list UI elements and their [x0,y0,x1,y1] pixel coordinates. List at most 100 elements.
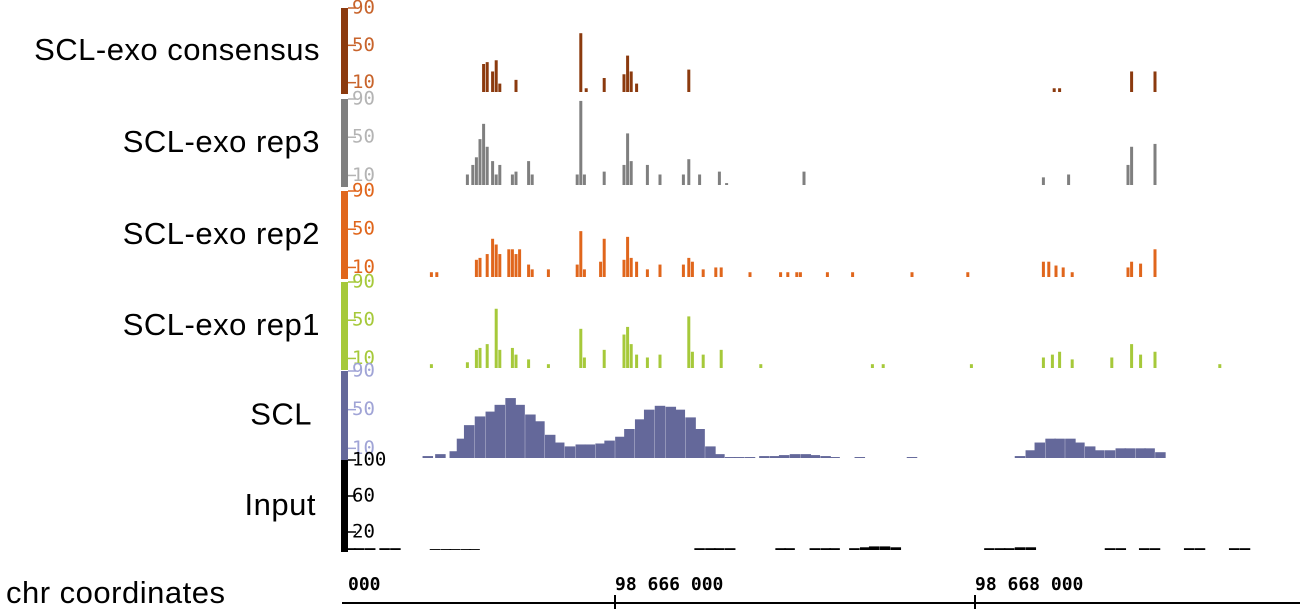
track-label: SCL-exo rep3 [123,124,320,159]
bar [579,231,583,277]
bar [694,429,705,458]
bar [809,548,821,550]
bar [485,344,489,368]
bar [719,267,723,277]
x-ticks: 000 98 666 000 98 668 000 [348,574,1083,609]
bar [498,349,502,368]
y-tick-label: 50 [352,218,375,240]
bar [769,456,781,458]
bar [579,100,583,185]
bar [759,456,770,458]
y-tick-label: 10 [352,71,375,93]
bar [1144,448,1155,458]
bar [910,272,914,277]
bar [645,164,649,185]
bar [354,548,365,550]
bar [1058,351,1062,368]
bar [518,249,522,277]
bar [527,161,531,185]
bar [906,457,918,458]
track-label: SCL-exo consensus [34,32,320,67]
bar [1050,354,1054,368]
bar [514,254,518,277]
bar [744,457,756,458]
bar [1130,261,1134,277]
bar [530,174,534,185]
bar [879,546,891,550]
bar [364,548,376,550]
bar [1065,438,1076,458]
bar [634,419,646,458]
bar [635,83,639,92]
bar [784,548,795,550]
bar [1041,357,1045,368]
bar [510,347,514,368]
bar [629,344,633,368]
bar [820,548,831,550]
bar [1084,446,1096,458]
bar [435,454,446,458]
bar [429,364,433,368]
bar [527,359,531,368]
bar [724,457,736,458]
bar [658,264,662,277]
y-tick-label: 50 [352,34,375,56]
y-tick-label: 10 [352,347,375,369]
bar [714,267,718,277]
bar [449,549,461,550]
bar [645,269,649,277]
bar [1093,450,1105,458]
bar [579,328,583,368]
bar [1067,174,1071,185]
bar [1149,548,1161,550]
y-tick-label: 10 [352,164,375,186]
bar [645,357,649,368]
bar [1061,267,1065,277]
bar [629,257,633,277]
bar [643,409,655,458]
bar [694,548,705,550]
bar [825,272,829,277]
bar [635,354,639,368]
bar [498,83,502,92]
bar [778,455,790,458]
bar [440,549,452,550]
bar [478,139,482,185]
bar [435,272,439,277]
bar [527,264,531,277]
bar [626,236,630,277]
y-tick-label: 90 [352,88,375,110]
bar [789,454,801,458]
bar [463,425,475,458]
bar [474,157,478,185]
bar [584,88,588,92]
bar [471,164,475,185]
bar [1074,442,1085,458]
bar [725,183,729,185]
bar [705,548,716,550]
bar [629,71,633,92]
bar [1239,548,1251,550]
bar [491,238,495,277]
bar [595,443,606,458]
bar [510,249,514,277]
bar [681,174,685,185]
bar [622,164,626,185]
bar [820,456,831,458]
bar [626,326,630,368]
bar [701,269,705,277]
bar [626,55,630,92]
bar [553,442,565,458]
bar [1130,146,1134,185]
bar [1070,272,1074,277]
bar [1054,265,1058,277]
track-color-bar [341,99,348,187]
bar [456,438,468,458]
bar [1139,354,1143,368]
bar [491,161,495,185]
y-tick-label: 10 [352,256,375,278]
bar [795,272,799,277]
track-color-bar [341,460,348,552]
bar [701,354,705,368]
bar [890,547,902,550]
